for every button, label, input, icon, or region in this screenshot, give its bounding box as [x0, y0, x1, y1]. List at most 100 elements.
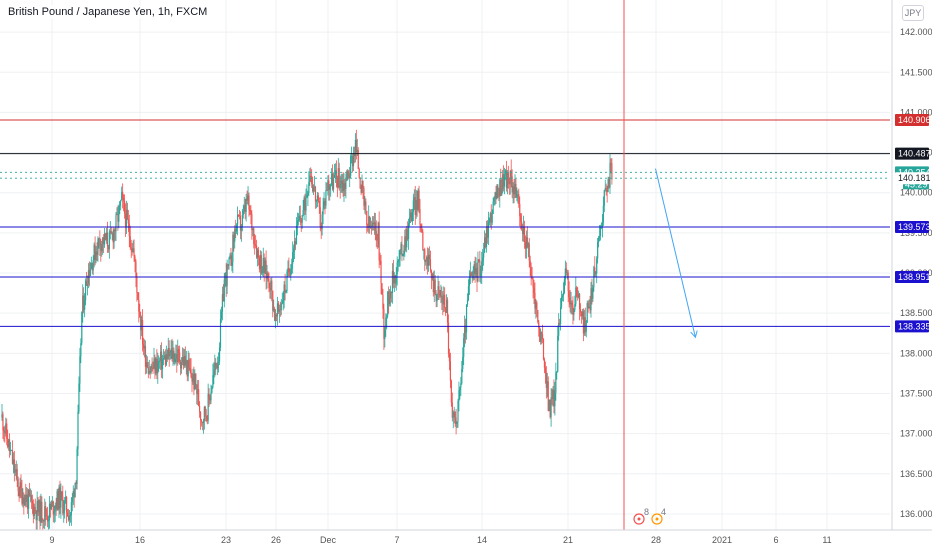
candle-body — [145, 362, 147, 367]
candle-body — [251, 213, 253, 231]
candle-body — [26, 494, 28, 502]
candle — [419, 198, 421, 232]
price-label-text: 140.181 — [898, 173, 931, 183]
candle-body — [318, 201, 320, 208]
candle-body — [239, 215, 242, 231]
candle-body — [132, 248, 134, 252]
candle-body — [526, 237, 528, 248]
candle-body — [563, 279, 565, 293]
candle-body — [403, 250, 405, 254]
currency-button[interactable]: JPY — [902, 5, 924, 21]
candle-body — [241, 214, 243, 228]
y-tick-label: 138.000 — [900, 348, 932, 358]
candle — [282, 291, 284, 311]
candle-body — [440, 295, 442, 297]
candle — [328, 174, 330, 201]
candle — [404, 229, 406, 257]
candle — [344, 178, 346, 196]
candle — [126, 202, 128, 221]
candle — [537, 310, 539, 324]
chart-grid — [0, 0, 890, 530]
candle — [34, 498, 36, 515]
candle — [533, 279, 535, 304]
candle — [569, 290, 571, 313]
candle-body — [480, 273, 482, 276]
candle — [500, 168, 502, 197]
candle — [517, 190, 519, 204]
candle — [373, 212, 375, 235]
candle — [78, 376, 80, 414]
candle — [251, 210, 253, 240]
candle-body — [461, 368, 463, 384]
candle — [100, 239, 102, 262]
candle-body — [383, 309, 385, 339]
candle — [11, 440, 14, 465]
candle — [255, 235, 257, 249]
trend-arrow[interactable] — [655, 168, 698, 339]
candle-body — [27, 494, 29, 509]
candle — [229, 252, 231, 260]
candle-body — [389, 291, 392, 299]
candle-body — [310, 175, 312, 177]
candle-body — [37, 500, 39, 513]
candle — [563, 275, 565, 295]
candle — [503, 165, 505, 192]
candle — [172, 340, 174, 366]
candle — [66, 495, 68, 524]
candle-body — [407, 229, 409, 239]
events-count-2: 4 — [661, 507, 666, 517]
candle — [594, 256, 596, 277]
candle-body — [426, 256, 428, 260]
candle — [29, 488, 32, 503]
candle — [28, 482, 31, 498]
candle-body — [450, 380, 452, 403]
candle — [576, 285, 578, 298]
candle — [237, 206, 239, 236]
candle — [558, 313, 560, 341]
candle-body — [569, 297, 571, 305]
candle — [595, 271, 597, 278]
candle — [464, 315, 466, 348]
candle — [333, 163, 336, 179]
x-tick-label: 14 — [477, 535, 487, 545]
symbol-title[interactable]: British Pound / Japanese Yen, 1h, FXCM — [6, 5, 210, 19]
candle — [574, 295, 576, 312]
candle — [485, 220, 488, 253]
candle — [161, 354, 164, 379]
candle — [559, 318, 561, 326]
candle — [155, 356, 157, 376]
candle-body — [477, 259, 479, 282]
candle — [487, 211, 489, 245]
candle-body — [396, 262, 398, 275]
candle — [303, 195, 305, 221]
candle — [522, 215, 525, 242]
candle — [527, 241, 529, 258]
candle-body — [33, 506, 35, 516]
candle-body — [537, 310, 539, 323]
candle — [320, 222, 322, 240]
candle — [239, 211, 242, 240]
candle-body — [479, 260, 481, 276]
candle-body — [19, 482, 21, 497]
candle — [187, 350, 189, 382]
candle — [391, 263, 394, 304]
candle-body — [3, 430, 5, 433]
candle — [210, 384, 212, 404]
candle — [134, 254, 136, 273]
candle — [511, 169, 513, 199]
candle — [160, 344, 162, 371]
candle — [180, 357, 183, 374]
candle-body — [275, 314, 277, 321]
horizontal-levels[interactable] — [0, 119, 890, 327]
candle — [99, 230, 101, 256]
candle — [284, 273, 286, 301]
candle-body — [390, 291, 393, 294]
candle — [385, 313, 387, 337]
candle-body — [146, 362, 148, 368]
candle — [592, 284, 594, 302]
candle — [107, 244, 109, 253]
candle-body — [446, 299, 448, 313]
candle — [477, 251, 479, 283]
